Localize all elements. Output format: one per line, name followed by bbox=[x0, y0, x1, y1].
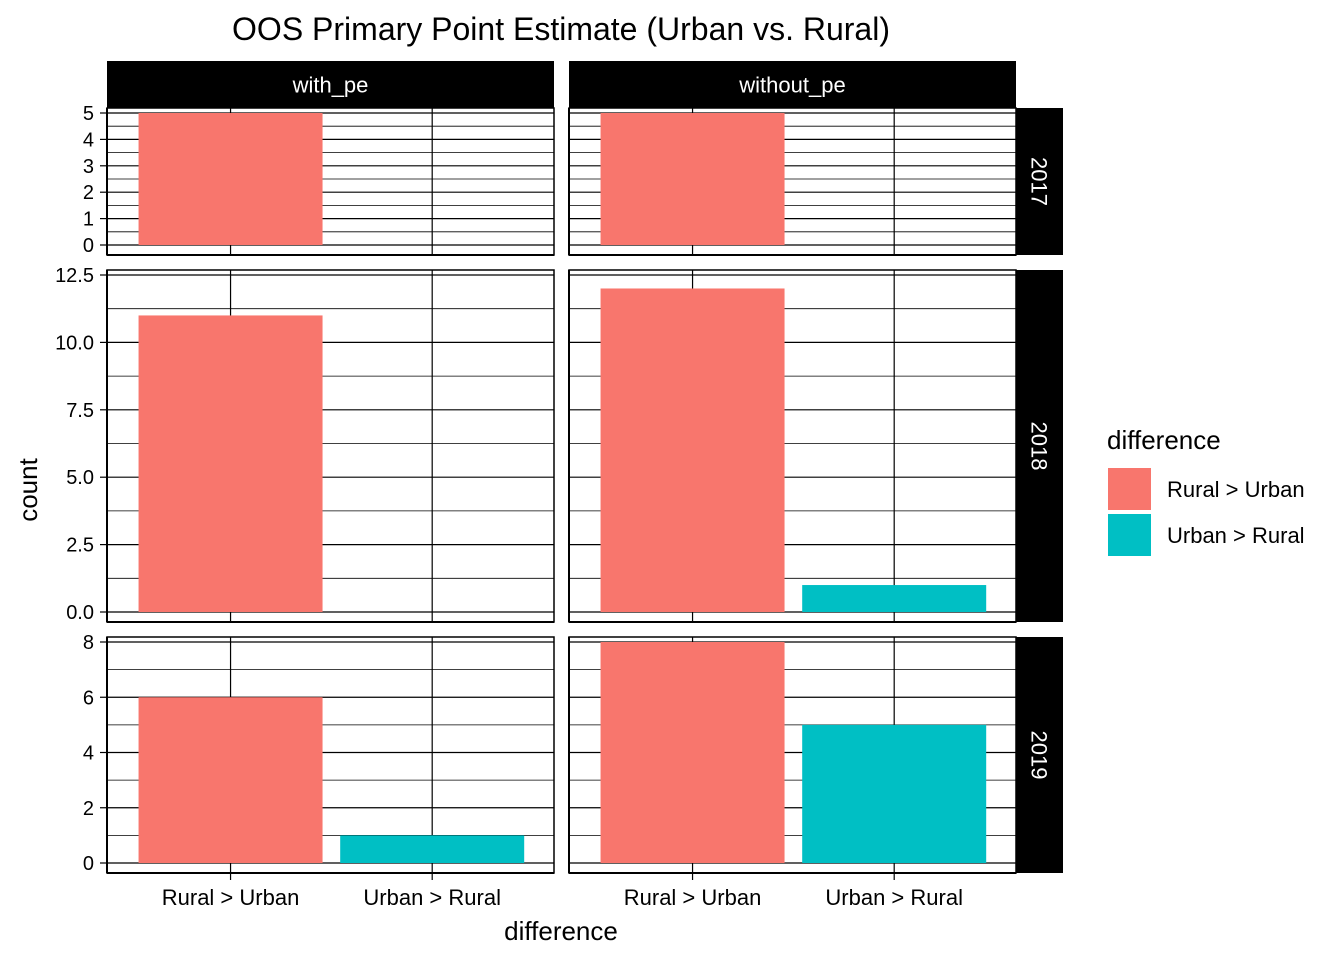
legend-label: Urban > Rural bbox=[1167, 523, 1305, 548]
bar bbox=[138, 315, 323, 612]
legend-title: difference bbox=[1107, 425, 1221, 455]
y-tick-label: 0 bbox=[83, 853, 94, 875]
y-tick-label: 8 bbox=[83, 632, 94, 654]
y-tick-label: 2 bbox=[83, 182, 94, 204]
bar bbox=[600, 113, 785, 245]
legend-key bbox=[1108, 514, 1151, 556]
y-tick-label: 2 bbox=[83, 798, 94, 820]
column-strip-label: without_pe bbox=[738, 73, 845, 98]
y-tick-label: 5.0 bbox=[66, 467, 94, 489]
bar bbox=[138, 697, 323, 863]
row-strip bbox=[1016, 270, 1063, 622]
y-tick-label: 1 bbox=[83, 209, 94, 231]
legend-label: Rural > Urban bbox=[1167, 477, 1305, 502]
legend: difference Rural > Urban Urban > Rural bbox=[1107, 425, 1305, 556]
y-tick-label: 6 bbox=[83, 687, 94, 709]
legend-key bbox=[1108, 468, 1151, 510]
row-strip-label: 2019 bbox=[1027, 731, 1052, 780]
y-tick-label: 12.5 bbox=[55, 265, 94, 287]
bar bbox=[802, 585, 987, 612]
row-strip-label: 2018 bbox=[1027, 422, 1052, 471]
y-tick-label: 10.0 bbox=[55, 332, 94, 354]
column-strip bbox=[107, 61, 554, 108]
y-tick-label: 5 bbox=[83, 103, 94, 125]
bar bbox=[138, 113, 323, 245]
y-axis-title: count bbox=[13, 457, 43, 521]
row-strip bbox=[1016, 108, 1063, 255]
row-strip bbox=[1016, 637, 1063, 873]
y-tick-label: 0 bbox=[83, 235, 94, 257]
chart-title: OOS Primary Point Estimate (Urban vs. Ru… bbox=[232, 11, 890, 47]
bar bbox=[600, 642, 785, 863]
column-strip-label: with_pe bbox=[292, 73, 369, 98]
y-tick-label: 4 bbox=[83, 743, 94, 765]
y-tick-label: 2.5 bbox=[66, 535, 94, 557]
bar bbox=[802, 724, 987, 863]
x-tick-label: Rural > Urban bbox=[624, 885, 762, 910]
bar bbox=[340, 835, 525, 863]
x-tick-label: Rural > Urban bbox=[162, 885, 300, 910]
facet-panels: with_pe without_pe 2017 0 1 2 3 4 5 2018 0.0 2.5 5.0… bbox=[55, 61, 1063, 910]
column-strip bbox=[569, 61, 1016, 108]
y-tick-label: 7.5 bbox=[66, 400, 94, 422]
x-axis-title: difference bbox=[504, 916, 618, 946]
y-tick-label: 3 bbox=[83, 156, 94, 178]
y-tick-label: 0.0 bbox=[66, 602, 94, 624]
x-tick-label: Urban > Rural bbox=[825, 885, 963, 910]
row-strip-label: 2017 bbox=[1027, 157, 1052, 206]
x-tick-label: Urban > Rural bbox=[363, 885, 501, 910]
y-tick-label: 4 bbox=[83, 129, 94, 151]
bar bbox=[600, 288, 785, 612]
